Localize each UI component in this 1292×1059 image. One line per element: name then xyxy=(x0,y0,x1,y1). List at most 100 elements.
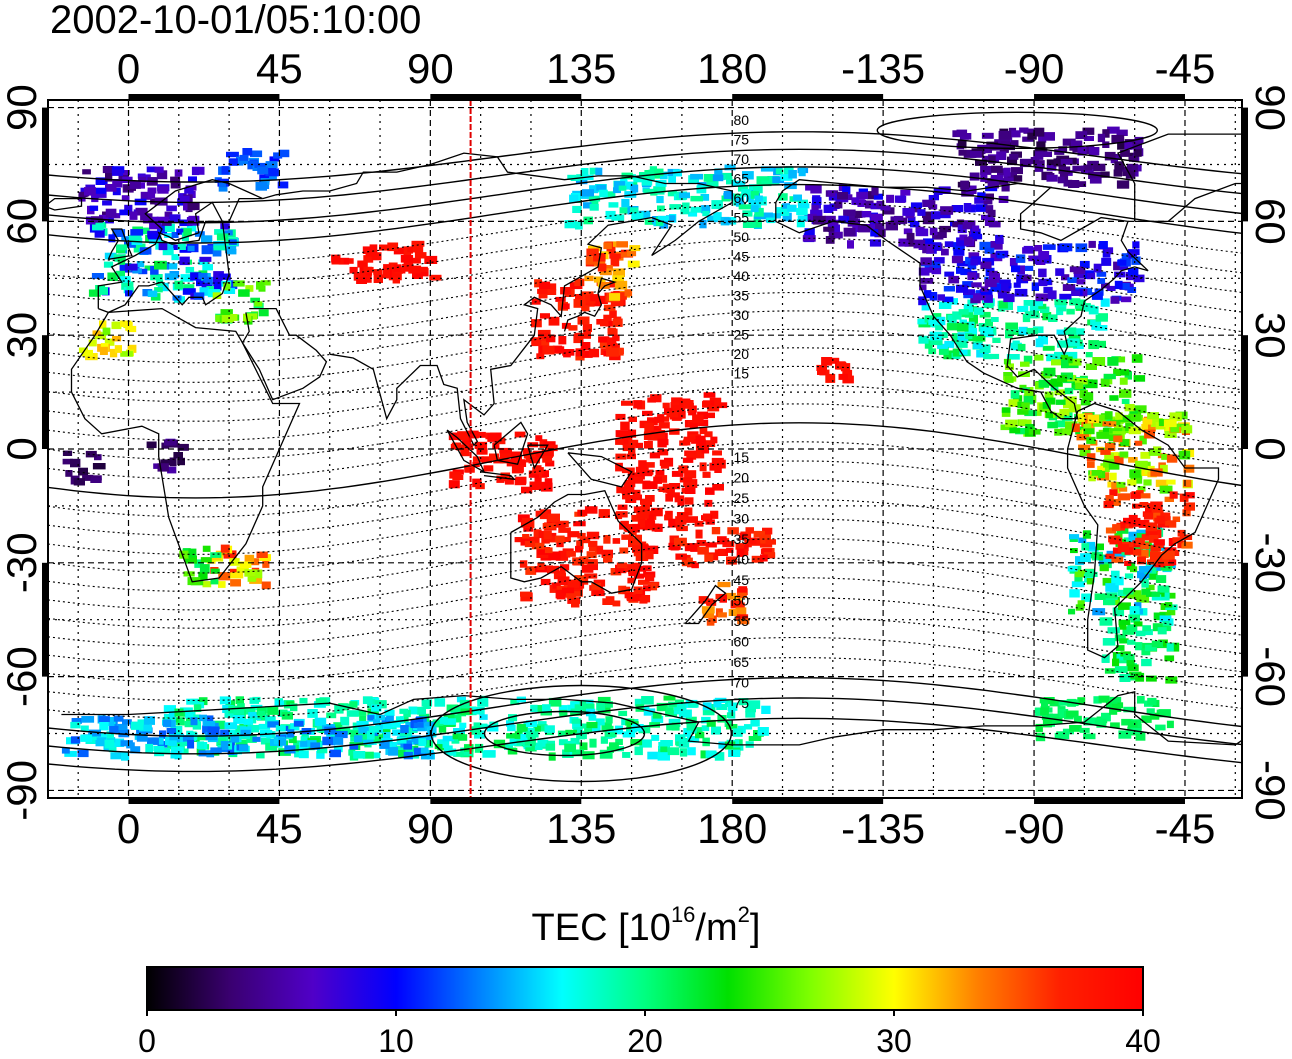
tec-cell xyxy=(363,255,374,263)
tec-cell xyxy=(690,173,703,180)
tec-cell xyxy=(1019,127,1029,133)
tec-cell xyxy=(621,198,630,208)
tec-cell xyxy=(184,188,194,194)
tec-cell xyxy=(684,470,697,479)
tec-cell xyxy=(1162,621,1170,630)
tec-cell xyxy=(542,704,551,713)
tec-cell xyxy=(573,298,586,308)
tec-cell xyxy=(452,706,461,713)
tec-cell xyxy=(705,750,717,758)
tec-region xyxy=(1034,695,1174,742)
tec-cell xyxy=(1087,461,1095,468)
tec-cell xyxy=(553,570,566,580)
tec-cell xyxy=(745,527,754,534)
tec-cell xyxy=(613,187,621,194)
tec-cell xyxy=(667,747,680,756)
tec-cell xyxy=(202,264,213,271)
tec-cell xyxy=(522,517,534,526)
tec-cell xyxy=(651,523,660,532)
tec-cell xyxy=(1055,399,1066,405)
tec-cell xyxy=(1116,129,1128,136)
tec-cell xyxy=(1096,271,1107,277)
tec-cell xyxy=(547,289,557,295)
tec-cell xyxy=(544,725,555,733)
tec-cell xyxy=(988,220,1001,228)
tec-region xyxy=(816,357,854,384)
tec-cell xyxy=(92,463,106,470)
tec-cell xyxy=(761,212,773,218)
tec-cell xyxy=(684,543,698,552)
tec-cell xyxy=(1169,491,1178,499)
tec-cell xyxy=(642,462,655,468)
tec-cell xyxy=(120,351,133,357)
tec-cell xyxy=(489,721,499,727)
tec-cell xyxy=(1103,459,1115,468)
tec-cell xyxy=(538,332,550,338)
tec-cell xyxy=(726,556,737,565)
tec-cell xyxy=(398,750,406,758)
tec-cell xyxy=(531,337,542,347)
tec-cell xyxy=(78,191,88,198)
tec-cell xyxy=(1066,710,1079,718)
tec-cell xyxy=(724,592,736,600)
tec-cell xyxy=(987,209,996,217)
tec-cell xyxy=(642,410,653,416)
tec-cell xyxy=(575,545,583,553)
tec-region xyxy=(179,545,222,586)
tec-cell xyxy=(723,217,731,225)
tec-cell xyxy=(1082,392,1094,401)
tec-cell xyxy=(213,245,226,251)
lon-tick-label-bottom: 90 xyxy=(407,805,454,852)
tec-cell xyxy=(1083,164,1093,171)
tec-cell xyxy=(1117,142,1127,150)
tec-cell xyxy=(1050,384,1059,391)
tec-cell xyxy=(609,253,621,259)
tec-cell xyxy=(631,523,640,533)
tec-cell xyxy=(1164,496,1174,502)
tec-cell xyxy=(688,453,697,460)
tec-cell xyxy=(383,264,391,270)
tec-cell xyxy=(1105,583,1116,592)
polar-contour-south-outer xyxy=(430,684,732,783)
tec-cell xyxy=(672,405,684,412)
tec-cell xyxy=(643,431,652,440)
tec-cell xyxy=(256,281,265,290)
tec-cell xyxy=(738,586,748,595)
tec-cell xyxy=(129,211,138,220)
tec-cell xyxy=(202,721,216,727)
tec-cell xyxy=(614,292,627,300)
tec-cell xyxy=(1063,399,1075,409)
tec-cell xyxy=(1077,697,1086,706)
tec-cell xyxy=(245,285,254,292)
tec-cell xyxy=(290,703,298,712)
tec-cell xyxy=(637,519,645,528)
tec-cell xyxy=(112,187,121,196)
tec-cell xyxy=(1093,340,1106,348)
tec-cell xyxy=(212,292,222,299)
tec-cell xyxy=(1071,581,1085,588)
tec-cell xyxy=(1082,530,1091,539)
tec-cell xyxy=(1141,588,1151,595)
tec-cell xyxy=(215,314,224,323)
tec-cell xyxy=(987,181,999,189)
tec-cell xyxy=(582,324,592,333)
tec-cell xyxy=(589,204,599,211)
tec-cell xyxy=(823,204,834,213)
tec-cell xyxy=(957,140,967,149)
tec-cell xyxy=(1045,397,1056,405)
lat-tick-label-right: 30 xyxy=(1247,312,1292,359)
tec-cell xyxy=(221,315,234,323)
tec-cell xyxy=(980,327,994,336)
tec-cell xyxy=(1135,672,1145,682)
tec-cell xyxy=(1114,161,1124,170)
tec-cell xyxy=(177,243,186,250)
tec-cell xyxy=(1088,306,1099,315)
tec-cell xyxy=(462,437,472,445)
tec-cell xyxy=(967,272,977,281)
tec-cell xyxy=(1077,413,1085,422)
tec-cell xyxy=(678,738,690,748)
tec-cell xyxy=(120,276,131,283)
tec-cell xyxy=(170,750,180,759)
tec-cell xyxy=(1094,593,1107,600)
tec-cell xyxy=(1083,717,1095,726)
